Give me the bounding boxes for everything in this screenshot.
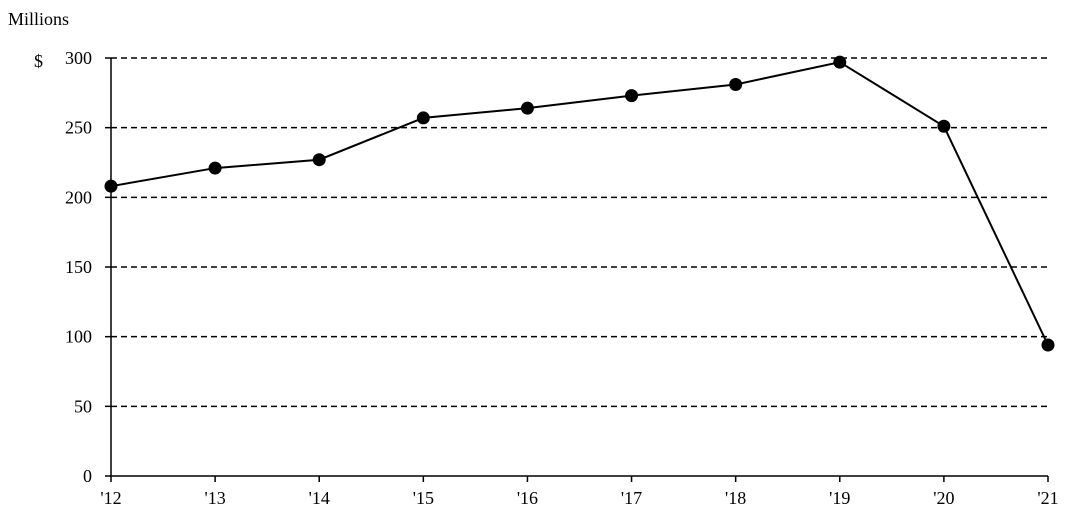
data-series [104,55,1055,352]
x-axis-ticks: '12 '13 '14 '15 '16 '17 '18 '19 '20 '21 [100,476,1059,508]
x-tick-label: '16 [517,488,538,508]
y-tick-label: 200 [65,187,92,207]
x-tick-label: '13 [204,488,225,508]
y-tick-label: 250 [65,118,92,138]
x-tick-label: '18 [725,488,746,508]
y-tick-label: 50 [74,396,92,416]
x-tick-label: '19 [829,488,850,508]
gridlines [111,57,1048,408]
data-point [520,101,534,115]
data-point [416,111,430,125]
data-point [833,55,847,69]
x-tick-label: '20 [933,488,954,508]
data-point [208,161,222,175]
data-point [104,179,118,193]
data-point [937,119,951,133]
y-tick-label: 0 [83,466,92,486]
x-tick-label: '12 [100,488,121,508]
x-tick-label: '14 [309,488,330,508]
y-tick-label: 100 [65,327,92,347]
data-point [312,153,326,167]
data-point [625,89,639,103]
currency-symbol: $ [34,51,43,71]
x-tick-label: '15 [413,488,434,508]
y-tick-label: 300 [65,48,92,68]
x-tick-label: '21 [1037,488,1058,508]
x-tick-label: '17 [621,488,642,508]
y-tick-label: 150 [65,257,92,277]
data-point [729,77,743,91]
data-point [1041,338,1055,352]
series-line [110,61,1049,346]
y-axis-ticks: 0 50 100 150 200 250 300 [65,48,111,486]
unit-label: Millions [8,9,69,29]
